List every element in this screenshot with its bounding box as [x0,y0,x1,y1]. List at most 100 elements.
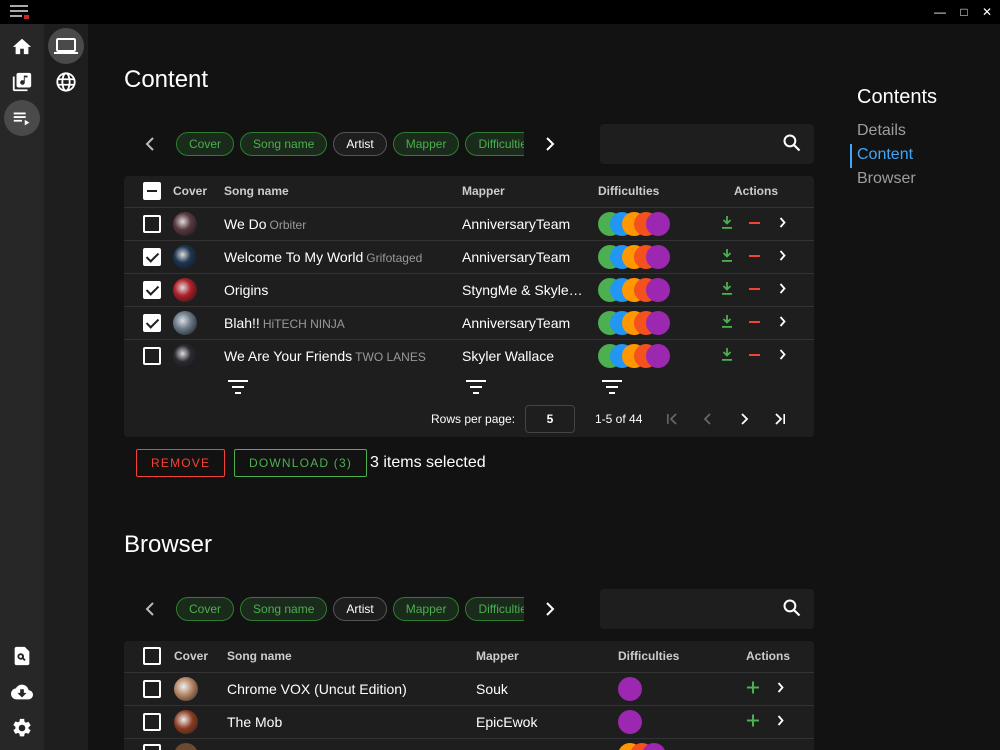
select-all-checkbox[interactable] [143,182,161,200]
chip-artist[interactable]: Artist [333,132,387,156]
playlist-button[interactable] [4,100,40,136]
col-header-difficulties[interactable]: Difficulties [618,649,680,663]
song-filter-button[interactable] [228,380,248,399]
chip-mapper[interactable]: Mapper [392,132,460,156]
chip-cover[interactable]: Cover [176,132,235,156]
browser-chips-scroll-right-button[interactable] [538,597,562,621]
library-button[interactable] [4,64,40,100]
content-search-input[interactable] [600,124,814,164]
remove-button[interactable] [749,315,760,331]
song-name: Origins [224,282,269,298]
mapper-filter-button[interactable] [466,380,486,399]
chips-scroll-left-button[interactable] [138,132,162,156]
col-header-mapper[interactable]: Mapper [476,649,519,663]
remove-button[interactable] [749,216,760,232]
expand-row-button[interactable] [779,249,787,265]
chip-difficulties[interactable]: Difficulties [465,597,524,621]
expand-row-button[interactable] [777,681,785,697]
col-header-cover[interactable]: Cover [174,649,209,663]
col-header-song[interactable]: Song name [224,184,289,198]
chip-artist[interactable]: Artist [333,597,387,621]
difficulty-dots [598,278,672,302]
row-checkbox[interactable] [143,215,161,233]
song-cover [174,743,198,750]
remove-button[interactable]: REMOVE [136,449,226,477]
song-name: Chrome VOX (Uncut Edition) [227,681,407,697]
row-checkbox[interactable] [143,314,161,332]
row-checkbox[interactable] [143,713,161,731]
first-page-icon [667,413,677,425]
home-button[interactable] [4,28,40,64]
difficulty-dots [618,677,648,701]
toc-item-content[interactable]: Content [857,146,914,163]
download-button[interactable] [721,315,733,331]
row-checkbox[interactable] [143,744,161,750]
difficulty-dot [646,344,670,368]
download-button[interactable] [721,249,733,265]
filter-icon [466,380,486,394]
row-checkbox[interactable] [143,248,161,266]
chip-song-name[interactable]: Song name [240,132,328,156]
chip-mapper[interactable]: Mapper [392,597,460,621]
close-button[interactable]: ✕ [981,5,993,19]
toc-item-browser[interactable]: Browser [857,170,916,187]
download-button[interactable] [721,216,733,232]
col-header-cover[interactable]: Cover [173,184,208,198]
expand-row-button[interactable] [779,315,787,331]
table-row[interactable]: The Mob EpicEwok [124,705,814,738]
search-icon[interactable] [782,133,802,153]
expand-row-button[interactable] [779,348,787,364]
chip-song-name[interactable]: Song name [240,597,328,621]
first-page-button[interactable] [666,412,678,430]
chip-cover[interactable]: Cover [176,597,235,621]
row-checkbox[interactable] [143,680,161,698]
remove-button[interactable] [749,249,760,265]
chips-scroll-right-button[interactable] [538,132,562,156]
app-logo-icon [10,4,30,20]
next-page-button[interactable] [739,412,749,430]
browser-search-input[interactable] [600,589,814,629]
toc-title: Contents [857,86,938,108]
row-checkbox[interactable] [143,281,161,299]
col-header-difficulties[interactable]: Difficulties [598,184,660,198]
add-button[interactable] [747,714,759,730]
expand-row-button[interactable] [779,216,787,232]
song-title: Origins [224,282,454,298]
search-icon[interactable] [782,598,802,618]
maximize-button[interactable]: □ [960,5,968,19]
download-icon [722,315,732,328]
chip-difficulties[interactable]: Difficulties [465,132,524,156]
minimize-button[interactable]: — [934,5,946,19]
remove-button[interactable] [749,282,760,298]
table-row[interactable]: Blah!! HiTECH NINJA AnniversaryTeam [124,306,814,339]
table-row[interactable]: Origins StyngMe & Skyler Wallace [124,273,814,306]
download-selected-button[interactable]: DOWNLOAD (3) [234,449,368,477]
difficulty-filter-button[interactable] [602,380,622,399]
row-checkbox[interactable] [143,347,161,365]
table-row[interactable]: Chrome VOX (Uncut Edition) Souk [124,672,814,705]
col-header-song[interactable]: Song name [227,649,292,663]
expand-row-button[interactable] [777,714,785,730]
download-button[interactable] [721,348,733,364]
settings-button[interactable] [4,710,40,746]
toc-item-details[interactable]: Details [857,122,906,139]
local-button[interactable] [48,28,84,64]
remove-button[interactable] [749,348,760,364]
table-row[interactable]: We Are Your Friends TWO LANES Skyler Wall… [124,339,814,372]
table-row[interactable]: We Do Orbiter AnniversaryTeam [124,207,814,240]
add-button[interactable] [747,681,759,697]
prev-page-button[interactable] [703,412,713,430]
table-row[interactable]: Welcome To My World Grifotaged Anniversar… [124,240,814,273]
download-button[interactable] [721,282,733,298]
browser-chips-scroll-left-button[interactable] [138,597,162,621]
downloads-button[interactable] [4,674,40,710]
online-button[interactable] [48,64,84,100]
chevron-right-icon [779,316,786,327]
search-file-button[interactable] [4,638,40,674]
browser-select-all-checkbox[interactable] [143,647,161,665]
table-row[interactable] [124,738,814,750]
rows-per-page-select[interactable]: 5 [525,405,575,433]
last-page-button[interactable] [774,412,786,430]
expand-row-button[interactable] [779,282,787,298]
col-header-mapper[interactable]: Mapper [462,184,505,198]
